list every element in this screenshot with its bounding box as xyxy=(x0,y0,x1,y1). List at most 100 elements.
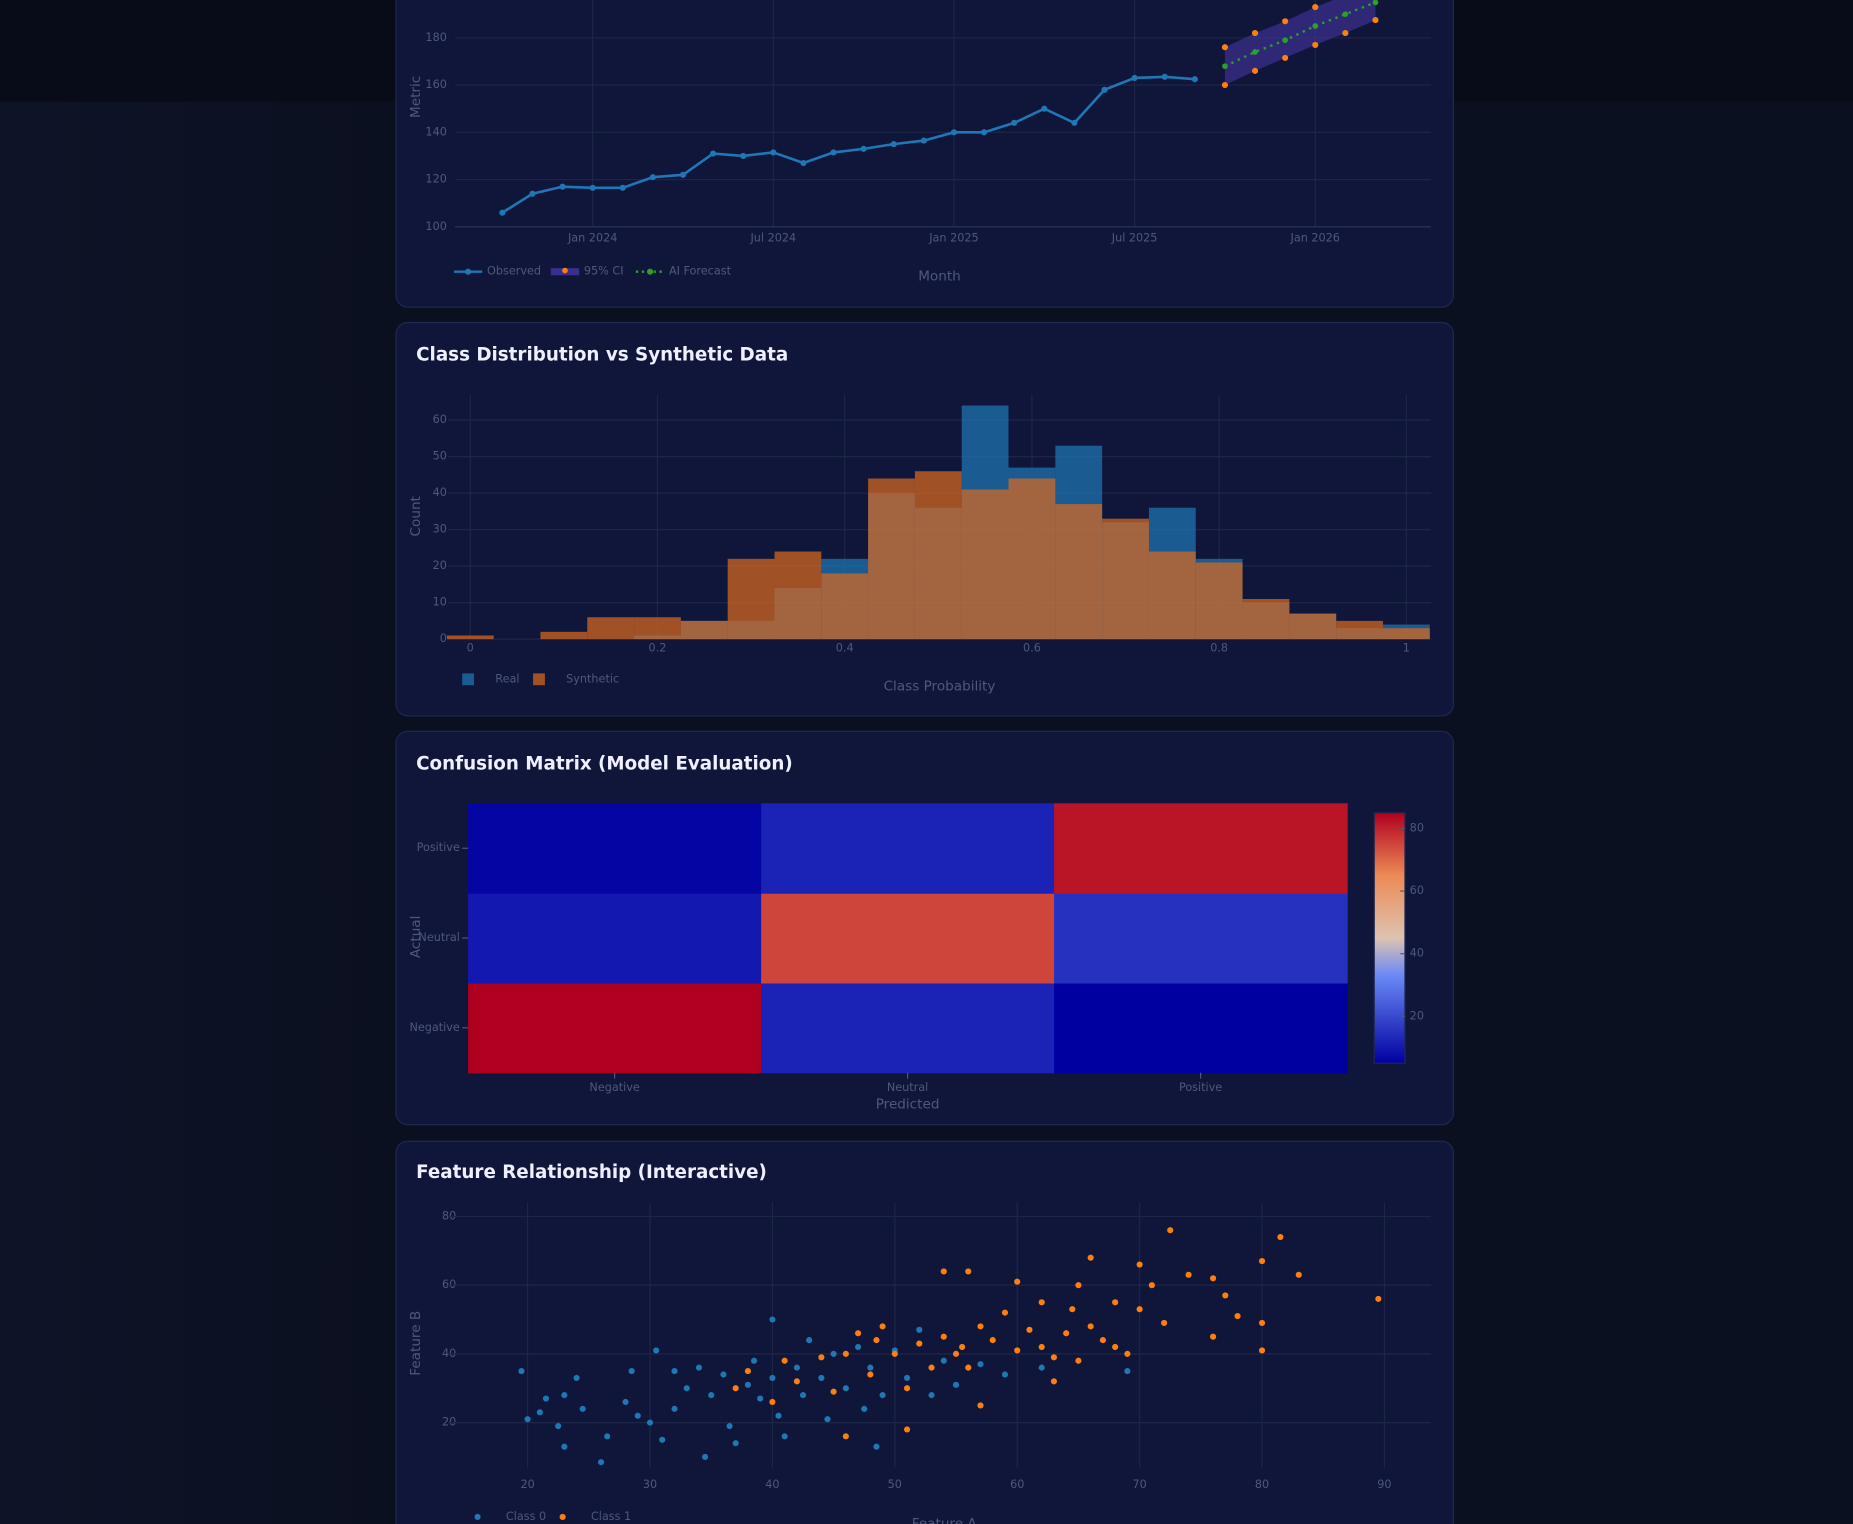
scatter-point xyxy=(965,1364,972,1371)
scatter-point xyxy=(1087,1323,1094,1330)
panel xyxy=(395,0,1454,308)
point xyxy=(649,174,656,181)
scatter-point xyxy=(940,1357,947,1364)
x-tick-label: Jul 2024 xyxy=(749,232,796,245)
scatter-point xyxy=(769,1316,776,1323)
scatter-point xyxy=(1277,1233,1284,1241)
legend-item[interactable]: 95% CI xyxy=(550,265,624,278)
scatter-point xyxy=(977,1323,984,1330)
scatter-point xyxy=(855,1330,862,1337)
scatter-point xyxy=(1001,1371,1009,1378)
point xyxy=(1282,37,1288,44)
scatter-point xyxy=(928,1364,935,1371)
histogram-bar xyxy=(680,620,728,640)
x-axis-title: Feature A xyxy=(912,1516,978,1524)
sidebar-shade xyxy=(0,101,402,1524)
scatter-point xyxy=(959,1343,966,1351)
histogram-bar xyxy=(1242,598,1290,640)
legend-item[interactable]: Class 0 xyxy=(474,1510,546,1523)
scatter-point xyxy=(1185,1271,1192,1278)
y-tick-label: 40 xyxy=(433,486,447,499)
scatter-point xyxy=(579,1405,586,1412)
scatter-point xyxy=(524,1416,531,1423)
scatter-point xyxy=(830,1350,837,1357)
scatter-point xyxy=(769,1398,776,1406)
point xyxy=(619,184,626,191)
histogram-bar xyxy=(727,558,775,640)
legend-symbol xyxy=(533,673,545,686)
scatter-point xyxy=(989,1337,996,1344)
scatter-point xyxy=(879,1323,886,1330)
scatter-point xyxy=(952,1381,960,1388)
point xyxy=(710,150,717,157)
scatter-point xyxy=(1148,1282,1155,1289)
scatter-point xyxy=(916,1326,923,1333)
scatter-point xyxy=(744,1367,752,1375)
scatter-point xyxy=(1063,1330,1070,1337)
histogram-bar xyxy=(540,631,588,640)
y-tick-label: 10 xyxy=(433,596,447,609)
x-tick-label: 90 xyxy=(1377,1478,1391,1491)
scatter-point xyxy=(916,1340,923,1347)
series-line xyxy=(501,75,1195,214)
scatter-point xyxy=(561,1392,568,1399)
scatter-point xyxy=(842,1350,849,1357)
colorbar-tick-label: 20 xyxy=(1410,1009,1424,1022)
scatter-point xyxy=(873,1337,880,1344)
y-tick-label: 50 xyxy=(433,450,447,463)
y-tick-label: Negative xyxy=(409,1021,459,1034)
legend-item[interactable]: Observed xyxy=(453,265,541,278)
point xyxy=(1161,73,1168,80)
y-tick-label: 60 xyxy=(433,413,447,426)
x-tick-label: 60 xyxy=(1010,1478,1024,1491)
point xyxy=(1372,0,1379,6)
histogram-bar xyxy=(821,573,869,640)
point xyxy=(1041,105,1048,112)
heatmap-cell xyxy=(468,982,762,1074)
scatter-point xyxy=(867,1371,874,1378)
point xyxy=(1101,86,1108,93)
point xyxy=(950,129,958,136)
point xyxy=(1312,23,1319,29)
scatter-point xyxy=(1001,1309,1009,1316)
point xyxy=(679,171,687,178)
legend-symbol xyxy=(562,267,568,274)
legend-symbol xyxy=(465,268,472,275)
legend-item[interactable]: Synthetic xyxy=(533,672,619,685)
y-tick-label: 180 xyxy=(425,31,446,44)
scatter-point xyxy=(1050,1354,1058,1361)
legend-item[interactable]: Real xyxy=(462,672,519,685)
scatter-point xyxy=(536,1409,543,1416)
scatter-point xyxy=(634,1412,641,1419)
y-axis-title: Metric xyxy=(408,76,424,118)
scatter-point xyxy=(695,1364,703,1371)
scatter-point xyxy=(732,1385,739,1392)
histogram-bar xyxy=(1102,518,1149,640)
ci-marker xyxy=(1312,41,1319,48)
histogram-bar xyxy=(914,471,962,640)
scatter-point xyxy=(1234,1313,1241,1320)
histogram-bar xyxy=(1195,562,1243,640)
scatter-point xyxy=(842,1385,849,1392)
scatter-point xyxy=(1026,1326,1033,1333)
y-axis-title: Actual xyxy=(408,916,424,959)
ci-marker xyxy=(1221,44,1228,51)
ci-marker xyxy=(1282,18,1289,25)
legend-item[interactable]: Class 1 xyxy=(559,1510,632,1523)
x-tick-label: 30 xyxy=(643,1478,657,1491)
histogram-bar xyxy=(1289,613,1337,640)
heatmap-cell xyxy=(468,893,762,984)
scatter-point xyxy=(1075,1357,1082,1364)
x-axis-title: Predicted xyxy=(876,1097,940,1113)
heatmap-cell xyxy=(761,803,1055,894)
scatter-point xyxy=(1038,1364,1045,1371)
y-tick-label: 140 xyxy=(425,125,446,138)
scatter-point xyxy=(965,1268,972,1275)
colorbar-tick-label: 80 xyxy=(1410,821,1424,834)
legend-item[interactable]: AI Forecast xyxy=(635,265,732,278)
x-tick-label: 0.2 xyxy=(649,642,667,655)
scatter-point xyxy=(830,1388,837,1395)
scatter-point xyxy=(518,1367,525,1375)
